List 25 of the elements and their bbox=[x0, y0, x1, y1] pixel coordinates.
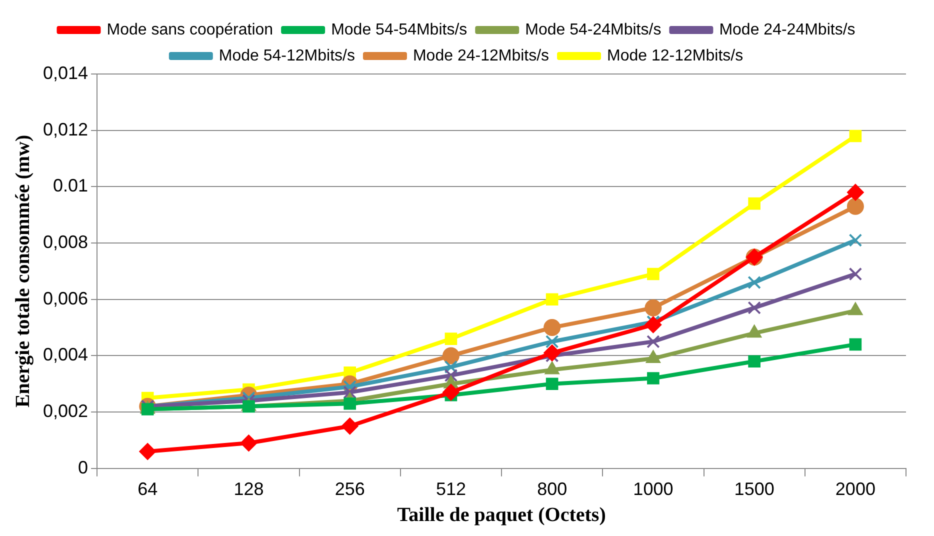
x-tick-label: 800 bbox=[537, 479, 568, 500]
legend-label: Mode 54-24Mbits/s bbox=[525, 21, 662, 38]
x-tick-label: 1000 bbox=[633, 479, 674, 500]
x-tick-label: 64 bbox=[138, 479, 158, 500]
legend-label: Mode 24-24Mbits/s bbox=[719, 21, 856, 38]
x-tick-label: 2000 bbox=[835, 479, 876, 500]
x-tick-label: 1500 bbox=[734, 479, 774, 500]
x-tick-label: 256 bbox=[334, 479, 365, 500]
x-axis-title: Taille de paquet (Octets) bbox=[397, 504, 606, 526]
legend-label: Mode 54-54Mbits/s bbox=[331, 21, 468, 38]
y-tick-label: 0,006 bbox=[42, 288, 88, 308]
x-tick-label: 128 bbox=[234, 479, 264, 500]
y-tick-label: 0,012 bbox=[42, 119, 88, 140]
x-tick-label: 512 bbox=[436, 479, 466, 500]
y-tick-label: 0.01 bbox=[52, 176, 88, 196]
y-tick-label: 0 bbox=[78, 457, 88, 478]
legend-label: Mode 24-12Mbits/s bbox=[412, 47, 550, 64]
y-axis-title: Energie totale consommée (mw) bbox=[12, 134, 34, 408]
y-tick-label: 0,008 bbox=[42, 232, 88, 252]
y-tick-label: 0,014 bbox=[42, 62, 88, 83]
legend-label: Mode 54-12Mbits/s bbox=[218, 47, 355, 64]
legend-label: Mode 12-12Mbits/s bbox=[607, 47, 744, 64]
legend-label: Mode sans coopération bbox=[106, 21, 274, 38]
y-tick-label: 0,004 bbox=[42, 344, 88, 365]
y-tick-label: 0,002 bbox=[42, 401, 88, 422]
